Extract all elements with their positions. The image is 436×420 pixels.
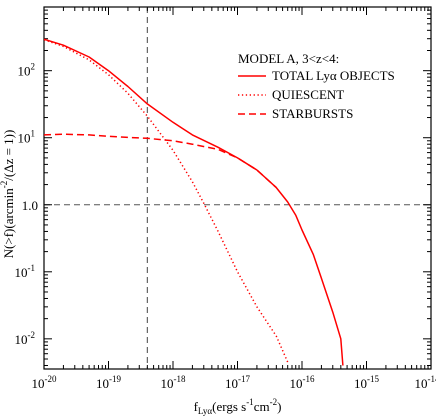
y-tick-label: 102 <box>18 62 36 79</box>
y-tick-label: 10-2 <box>15 330 36 347</box>
x-tick-label: 10-19 <box>96 374 121 391</box>
legend-label: TOTAL Lyα OBJECTS <box>272 68 395 83</box>
y-tick-label: 101 <box>18 129 36 146</box>
series-line-solid <box>44 38 344 366</box>
x-tick-label: 10-18 <box>161 374 186 391</box>
x-tick-label: 10-17 <box>225 374 250 391</box>
y-axis-label: N(>f)(arcmin-2/(Δz = 1)) <box>0 130 16 259</box>
x-tick-label: 10-20 <box>32 374 57 391</box>
tick-labels: 10-20 10-19 10-18 10-17 10-16 10-15 10-14 10-2 1… <box>15 62 436 391</box>
reference-lines <box>44 7 431 369</box>
legend-header: MODEL A, 3<z<4: <box>238 51 339 66</box>
legend: MODEL A, 3<z<4: TOTAL Lyα OBJECTS QUIESCEN… <box>238 51 395 121</box>
legend-label: QUIESCENT <box>272 87 344 102</box>
x-tick-label: 10-14 <box>415 374 436 391</box>
x-tick-label: 10-16 <box>290 374 315 391</box>
legend-label: STARBURSTS <box>272 106 353 121</box>
x-axis-label: fLyα(ergs s-1cm-2) <box>194 397 282 416</box>
data-series <box>44 38 344 366</box>
series-line-dashed <box>44 133 277 189</box>
y-tick-label: 10-1 <box>15 263 36 280</box>
series-line-dotted <box>44 38 289 363</box>
x-tick-label: 10-15 <box>354 374 379 391</box>
y-tick-label: 1.0 <box>22 198 38 213</box>
axis-labels: fLyα(ergs s-1cm-2) N(>f)(arcmin-2/(Δz = 1… <box>0 130 281 416</box>
axis-ticks <box>43 7 432 369</box>
